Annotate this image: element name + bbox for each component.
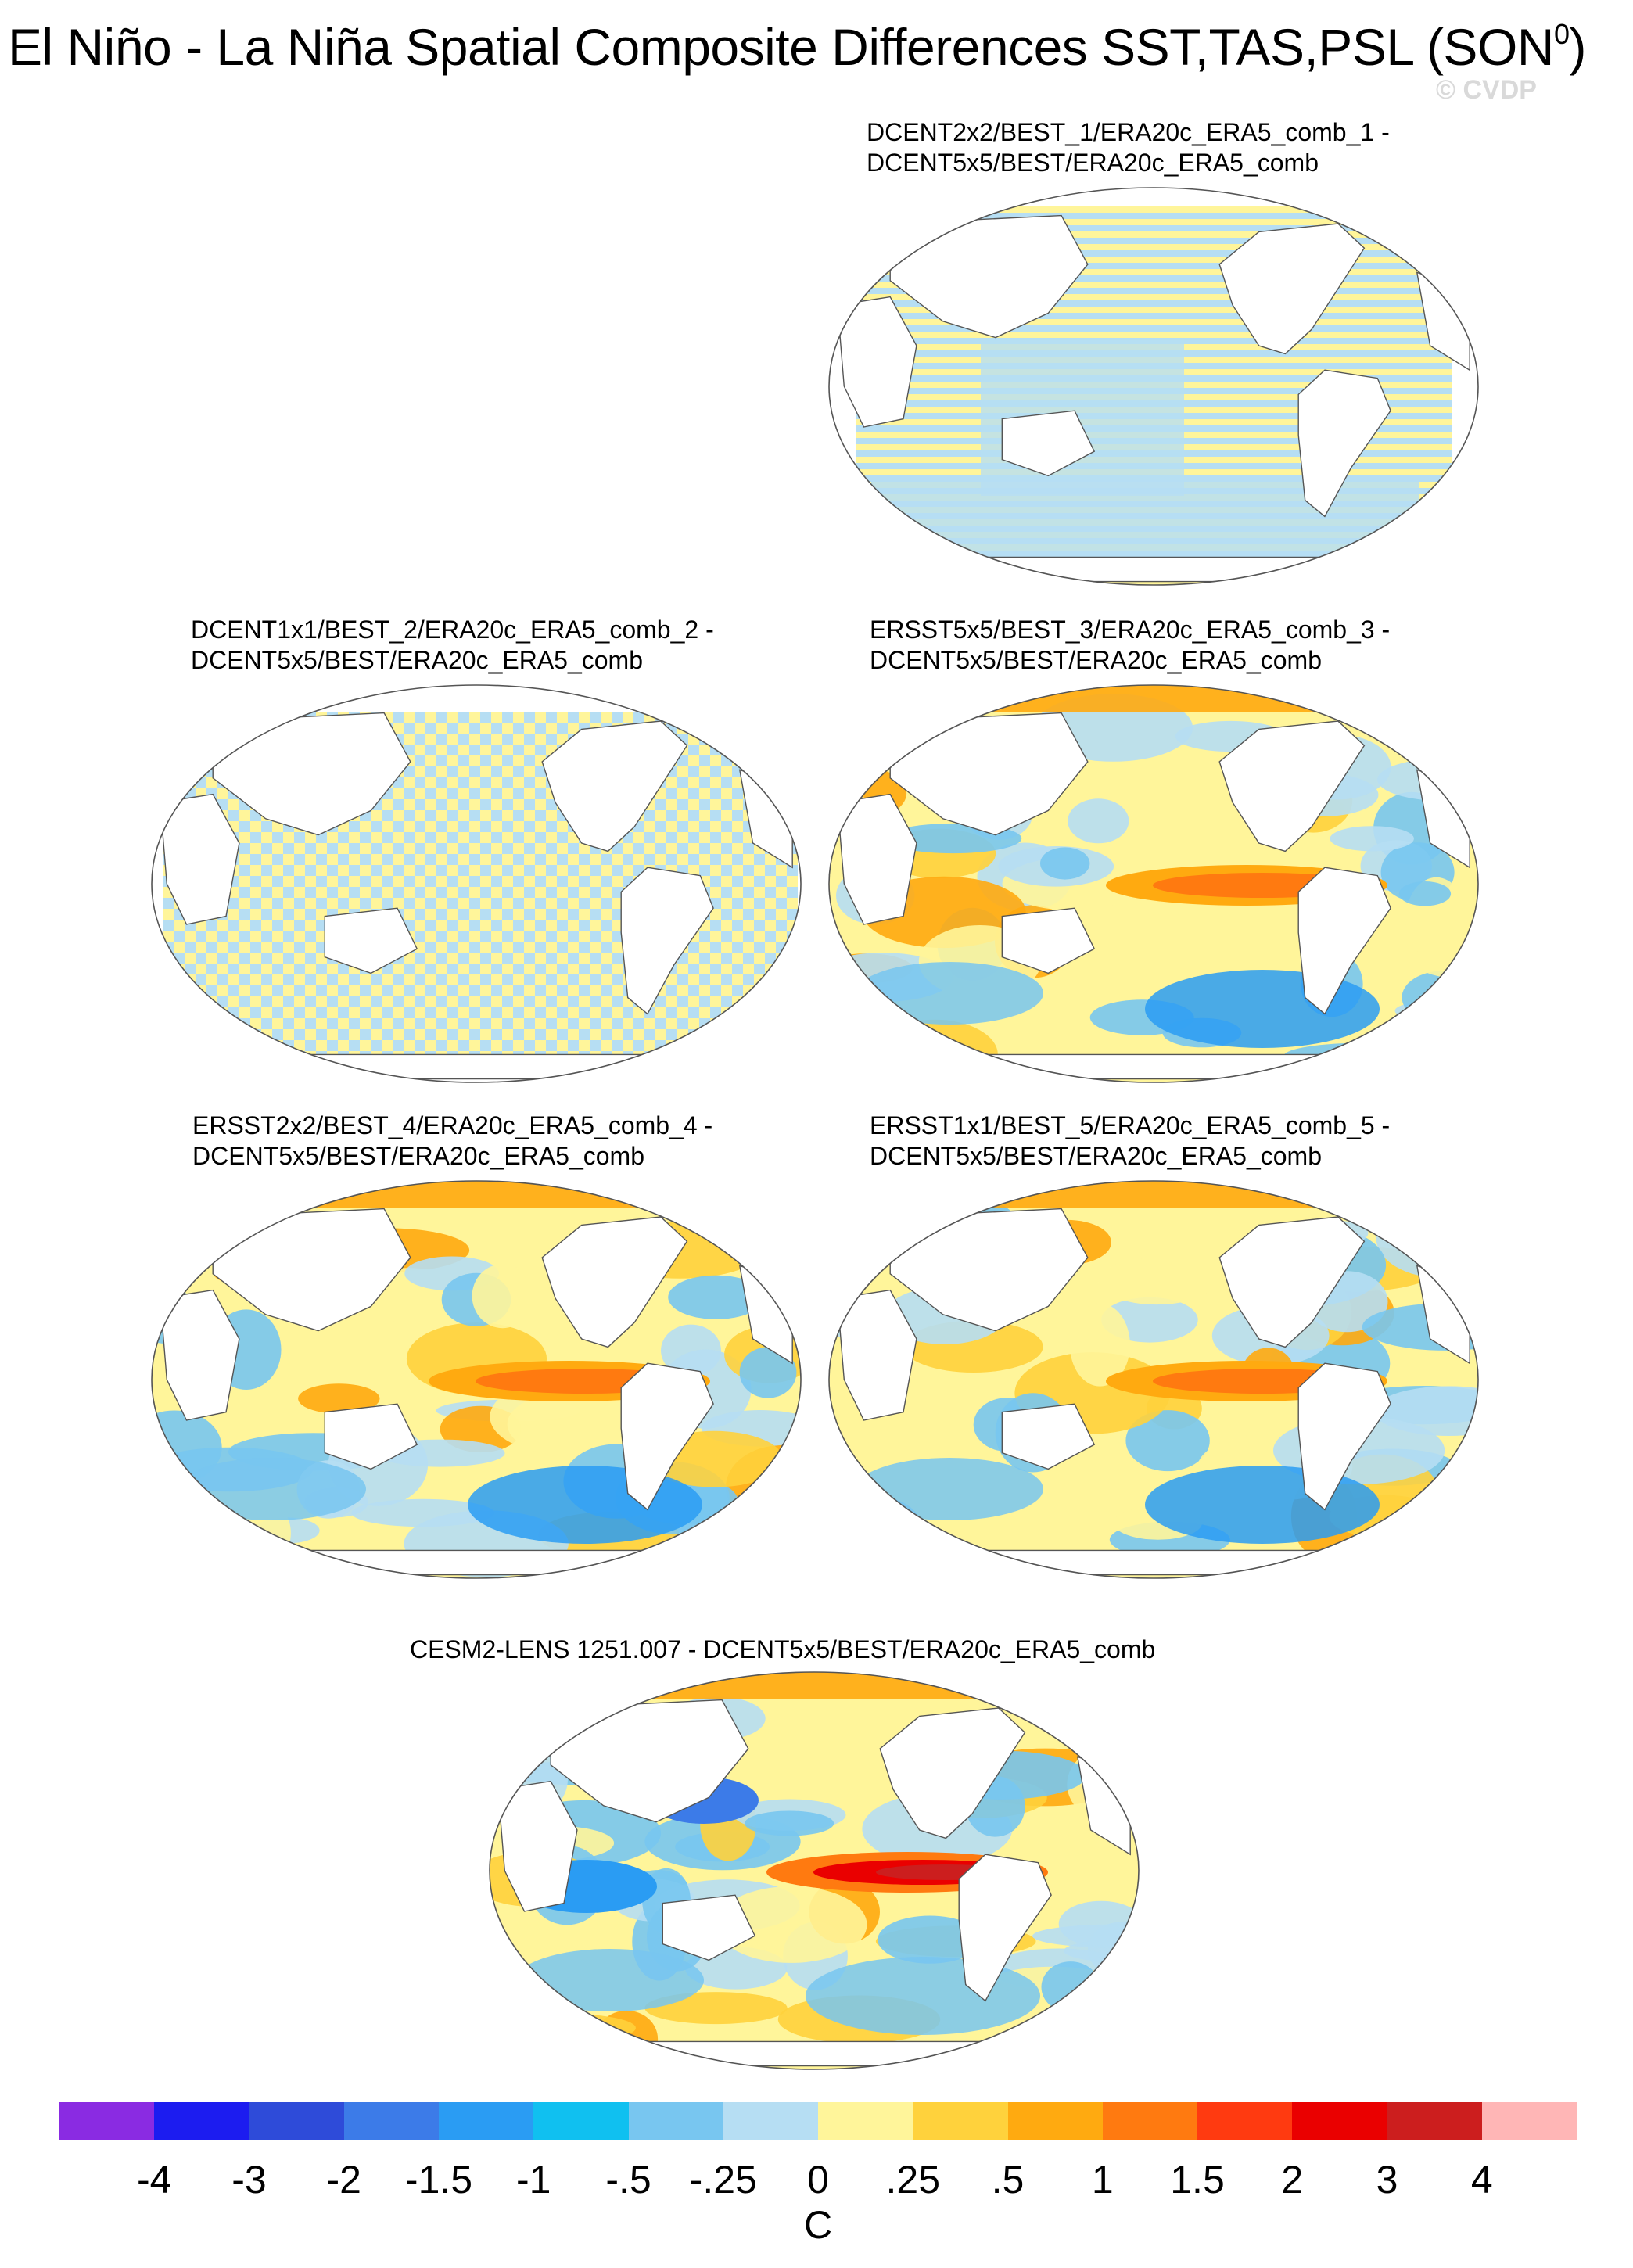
colorbar-swatch-5 xyxy=(533,2102,629,2140)
figure-title: El Niño - La Niña Spatial Composite Diff… xyxy=(8,18,1586,76)
colorbar-swatch-11 xyxy=(1102,2102,1197,2140)
colorbar-swatch-15 xyxy=(1481,2102,1577,2140)
colorbar-tick-label: -1 xyxy=(516,2158,551,2202)
colorbar-swatch-10 xyxy=(1007,2102,1103,2140)
colorbar-swatch-9 xyxy=(913,2102,1008,2140)
colorbar-tick-label: 1.5 xyxy=(1170,2158,1225,2202)
panel-label-5-line1: ERSST1x1/BEST_5/ERA20c_ERA5_comb_5 - xyxy=(870,1111,1391,1139)
panel-label-1-line2: DCENT5x5/BEST/ERA20c_ERA5_comb xyxy=(867,149,1319,177)
panel-label-1-line1: DCENT2x2/BEST_1/ERA20c_ERA5_comb_1 - xyxy=(867,118,1390,146)
map-svg xyxy=(828,684,1479,1083)
map-svg xyxy=(489,1671,1140,2070)
colorbar-swatch-2 xyxy=(249,2102,344,2140)
colorbar-swatch-14 xyxy=(1387,2102,1482,2140)
cvdp-watermark: © CVDP xyxy=(1436,75,1537,105)
colorbar-tick-label: .5 xyxy=(991,2158,1025,2202)
colorbar-tick-label: 3 xyxy=(1376,2158,1398,2202)
colorbar-swatch-3 xyxy=(343,2102,439,2140)
colorbar-tick-label: 4 xyxy=(1470,2158,1493,2202)
colorbar-tick-label: -.25 xyxy=(689,2158,757,2202)
map-panel-6 xyxy=(485,1667,1143,2074)
panel-label-2-line2: DCENT5x5/BEST/ERA20c_ERA5_comb xyxy=(191,646,643,674)
colorbar-ticks: -4 -3 -2 -1.5 -1 -.5 -.25 0 .25 .5 1 1.5 2 3 4 xyxy=(59,2157,1577,2204)
colorbar-tick-label: -.5 xyxy=(605,2158,651,2202)
panel-label-2-line1: DCENT1x1/BEST_2/ERA20c_ERA5_comb_2 - xyxy=(191,615,714,644)
map-panel-5 xyxy=(824,1176,1483,1583)
panel-label-5: ERSST1x1/BEST_5/ERA20c_ERA5_comb_5 - DCE… xyxy=(870,1111,1390,1172)
colorbar-swatch-12 xyxy=(1197,2102,1293,2140)
colorbar-tick-label: -1.5 xyxy=(404,2158,473,2202)
panel-label-4-line1: ERSST2x2/BEST_4/ERA20c_ERA5_comb_4 - xyxy=(192,1111,713,1139)
panel-label-4: ERSST2x2/BEST_4/ERA20c_ERA5_comb_4 - DCE… xyxy=(192,1111,712,1172)
map-panel-4 xyxy=(147,1176,806,1583)
panel-label-3: ERSST5x5/BEST_3/ERA20c_ERA5_comb_3 - DCE… xyxy=(870,615,1390,676)
colorbar-tick-label: -4 xyxy=(137,2158,172,2202)
panel-label-5-line2: DCENT5x5/BEST/ERA20c_ERA5_comb xyxy=(870,1142,1322,1170)
map-svg xyxy=(828,187,1479,586)
colorbar-tick-label: 1 xyxy=(1091,2158,1114,2202)
panel-label-3-line1: ERSST5x5/BEST_3/ERA20c_ERA5_comb_3 - xyxy=(870,615,1391,644)
colorbar-swatch-13 xyxy=(1292,2102,1387,2140)
map-panel-2 xyxy=(147,680,806,1087)
colorbar-swatch-6 xyxy=(628,2102,723,2140)
colorbar-swatch-1 xyxy=(154,2102,249,2140)
colorbar-swatch-8 xyxy=(818,2102,913,2140)
panel-label-1: DCENT2x2/BEST_1/ERA20c_ERA5_comb_1 - DCE… xyxy=(867,117,1390,178)
colorbar-tick-label: 0 xyxy=(807,2158,829,2202)
colorbar-tick-label: -3 xyxy=(231,2158,267,2202)
colorbar-swatch-7 xyxy=(723,2102,818,2140)
map-svg xyxy=(151,684,802,1083)
colorbar-tick-label: -2 xyxy=(326,2158,361,2202)
colorbar-swatch-4 xyxy=(439,2102,534,2140)
map-svg xyxy=(151,1180,802,1579)
panel-label-2: DCENT1x1/BEST_2/ERA20c_ERA5_comb_2 - DCE… xyxy=(191,615,714,676)
colorbar-tick-label: .25 xyxy=(885,2158,941,2202)
map-svg xyxy=(828,1180,1479,1579)
colorbar-swatch-0 xyxy=(59,2102,155,2140)
map-panel-1 xyxy=(824,183,1483,590)
panel-label-4-line2: DCENT5x5/BEST/ERA20c_ERA5_comb xyxy=(192,1142,644,1170)
panel-label-6-line1: CESM2-LENS 1251.007 - DCENT5x5/BEST/ERA2… xyxy=(410,1635,1156,1663)
colorbar-tick-label: 2 xyxy=(1281,2158,1304,2202)
panel-label-6: CESM2-LENS 1251.007 - DCENT5x5/BEST/ERA2… xyxy=(410,1635,1155,1665)
colorbar-unit: C xyxy=(803,2203,833,2247)
colorbar xyxy=(59,2102,1577,2140)
map-panel-3 xyxy=(824,680,1483,1087)
panel-label-3-line2: DCENT5x5/BEST/ERA20c_ERA5_comb xyxy=(870,646,1322,674)
